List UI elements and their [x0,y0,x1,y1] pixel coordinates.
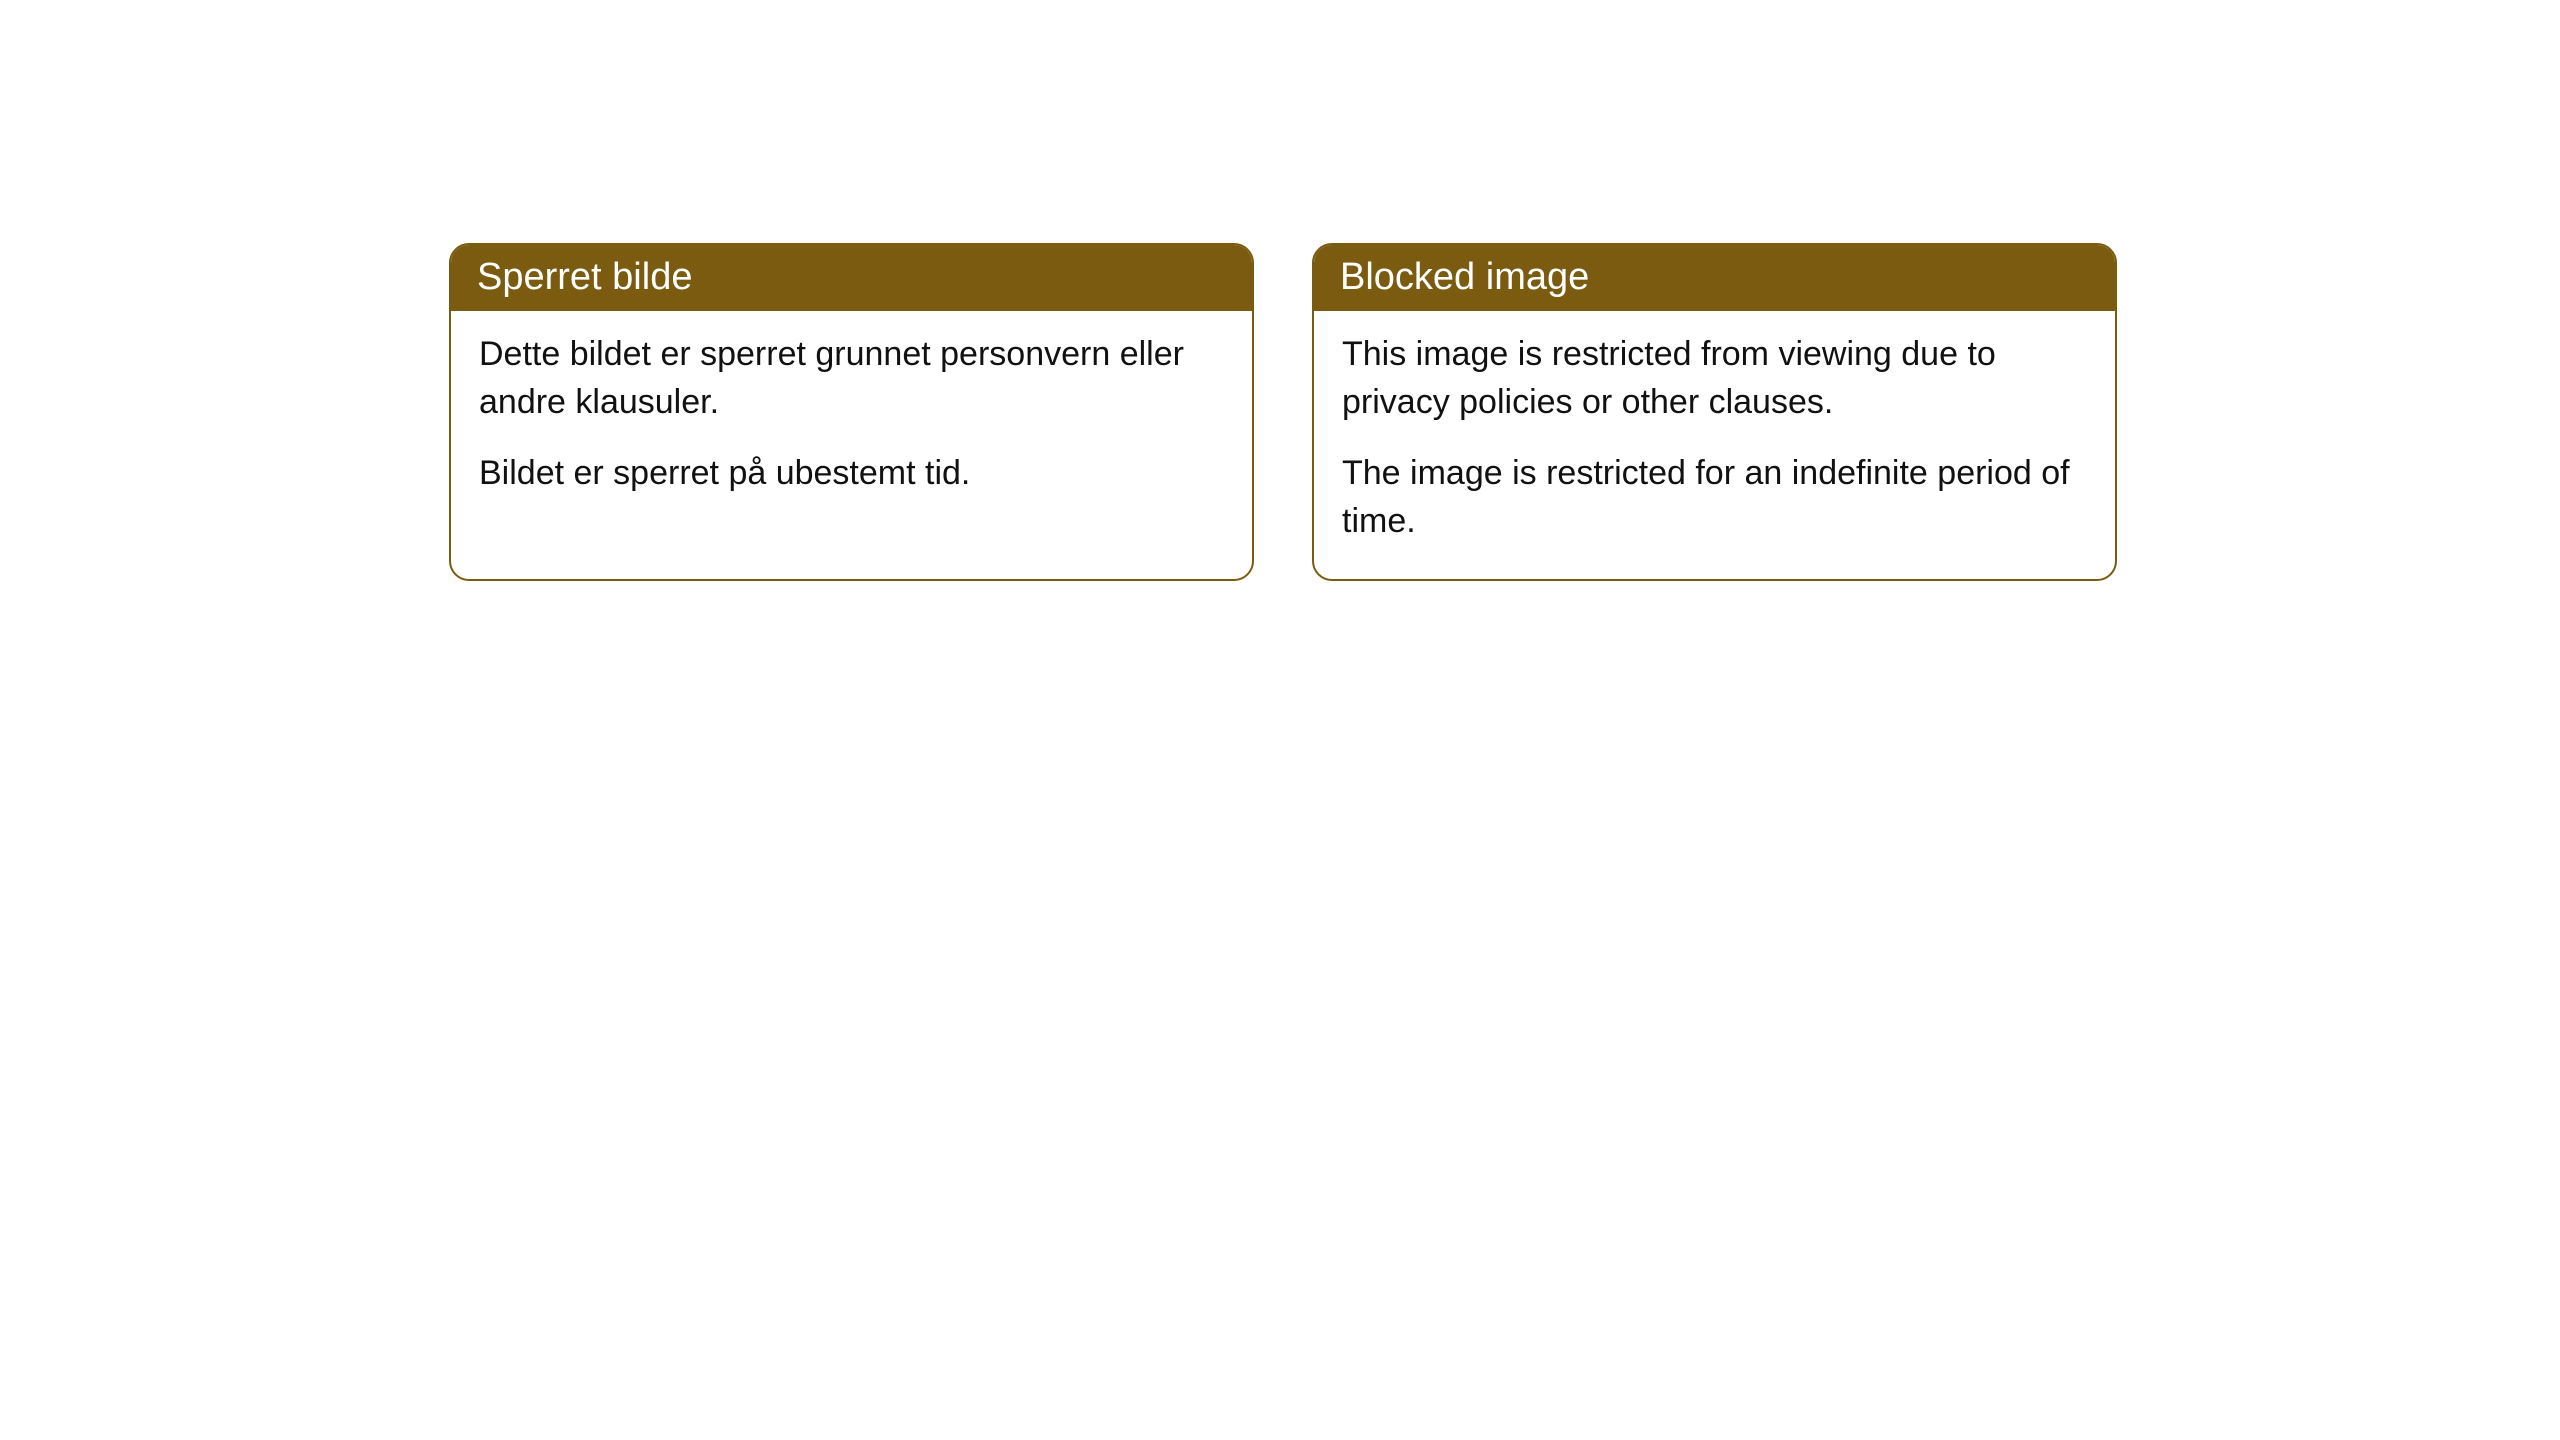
notice-paragraph: The image is restricted for an indefinit… [1342,450,2087,545]
notice-title: Blocked image [1340,256,1589,298]
notice-header: Sperret bilde [451,245,1252,311]
notice-paragraph: Dette bildet er sperret grunnet personve… [479,331,1224,426]
notice-body: This image is restricted from viewing du… [1314,311,2115,579]
notice-card-norwegian: Sperret bilde Dette bildet er sperret gr… [449,243,1254,581]
notice-container: Sperret bilde Dette bildet er sperret gr… [449,243,2117,581]
notice-card-english: Blocked image This image is restricted f… [1312,243,2117,581]
notice-body: Dette bildet er sperret grunnet personve… [451,311,1252,532]
notice-header: Blocked image [1314,245,2115,311]
notice-paragraph: This image is restricted from viewing du… [1342,331,2087,426]
notice-paragraph: Bildet er sperret på ubestemt tid. [479,450,1224,498]
notice-title: Sperret bilde [477,256,692,298]
